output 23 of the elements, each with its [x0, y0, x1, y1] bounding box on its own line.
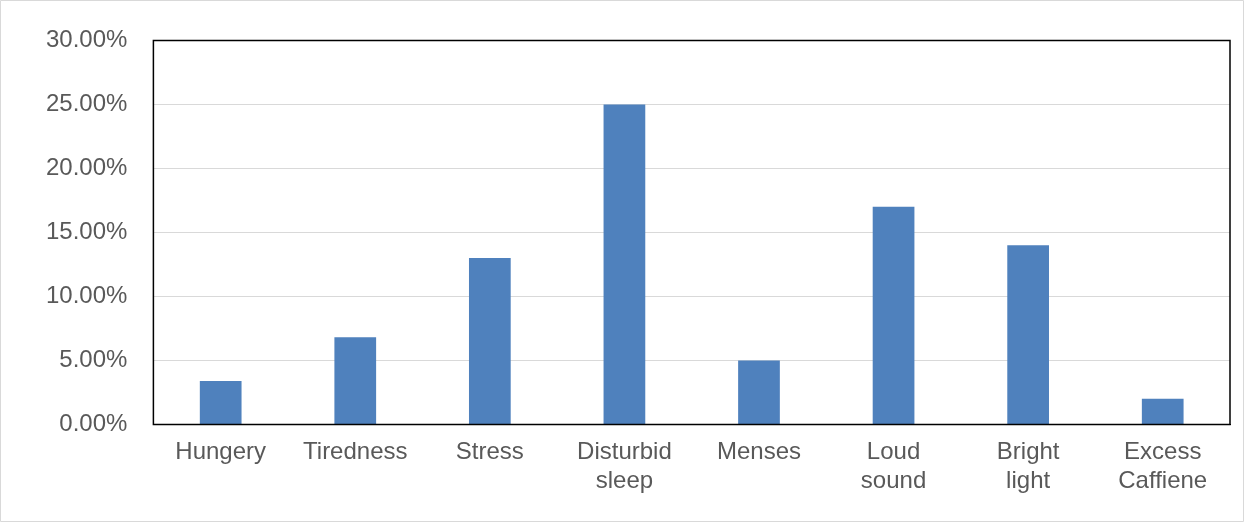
bar	[334, 337, 377, 424]
bar	[199, 380, 242, 424]
x-tick-label: Disturbid sleep	[577, 437, 672, 494]
y-tick-label: 20.00%	[45, 153, 128, 181]
y-tick-label: 30.00%	[45, 25, 128, 53]
bar	[1141, 398, 1184, 424]
x-tick-label: Hungery	[175, 437, 267, 465]
bar	[872, 206, 915, 424]
y-tick-label: 25.00%	[45, 89, 128, 117]
x-tick-label: Excess Caffiene	[1118, 437, 1208, 494]
bar	[603, 104, 646, 424]
y-tick-label: 15.00%	[45, 217, 128, 245]
y-tick-label: 5.00%	[59, 345, 128, 373]
y-tick-label: 0.00%	[59, 409, 128, 437]
x-tick-label: Tiredness	[303, 437, 408, 465]
x-tick-label: Menses	[716, 437, 802, 465]
y-tick-label: 10.00%	[45, 281, 128, 309]
x-tick-label: Bright light	[996, 437, 1060, 494]
bar	[738, 360, 780, 424]
x-tick-label: Stress	[455, 437, 524, 465]
bar	[1007, 245, 1049, 424]
bar	[468, 258, 511, 424]
x-tick-label: Loud sound	[860, 437, 927, 494]
